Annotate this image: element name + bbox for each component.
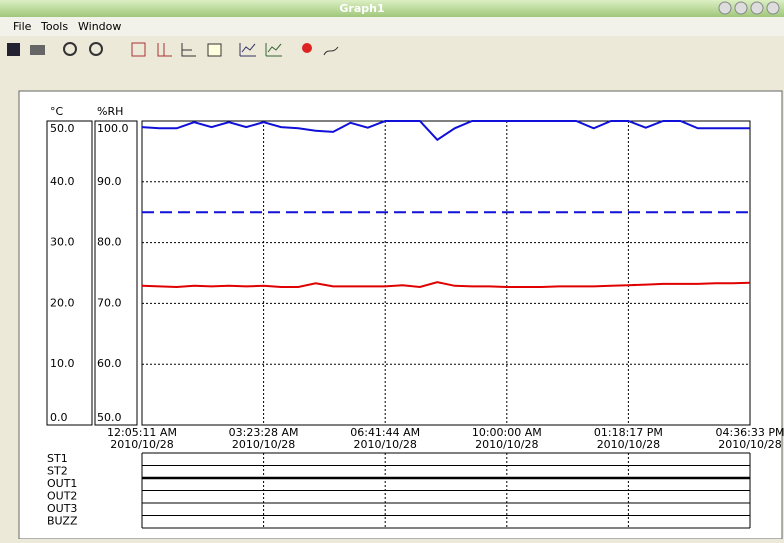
y-tick-label: 50.0 — [50, 122, 75, 135]
menu-item[interactable]: File — [13, 20, 32, 33]
y-tick-label: 0.0 — [50, 411, 68, 424]
tool-icon[interactable] — [207, 43, 222, 57]
tool-icon[interactable] — [239, 43, 256, 57]
plot-area — [141, 120, 751, 426]
series-line — [141, 281, 751, 289]
menu-item[interactable]: Tools — [40, 20, 68, 33]
x-tick-label: 06:41:44 AM — [350, 426, 420, 439]
x-tick-date: 2010/10/28 — [232, 438, 295, 451]
x-tick-date: 2010/10/28 — [718, 438, 781, 451]
y-axis-label: °C — [50, 105, 64, 118]
maximize-button[interactable] — [750, 1, 764, 15]
y-tick-label: 40.0 — [50, 175, 75, 188]
zoom-in-icon[interactable] — [63, 42, 77, 56]
y2-tick-label: 50.0 — [97, 411, 122, 424]
y2-tick-label: 60.0 — [97, 357, 122, 370]
x-tick-label: 03:23:28 AM — [229, 426, 299, 439]
x-tick-date: 2010/10/28 — [475, 438, 538, 451]
chart-panel — [18, 90, 783, 540]
x-tick-label: 01:18:17 PM — [594, 426, 663, 439]
x-tick-date: 2010/10/28 — [110, 438, 173, 451]
x-tick-date: 2010/10/28 — [353, 438, 416, 451]
toolbar — [0, 36, 784, 65]
y-tick-label: 20.0 — [50, 296, 75, 309]
menu-item[interactable]: Window — [78, 20, 121, 33]
toolbar-icons — [7, 42, 339, 57]
y-axis-box — [46, 120, 93, 426]
channel-label: BUZZ — [47, 515, 78, 528]
x-tick-label: 12:05:11 AM — [107, 426, 177, 439]
y2-tick-label: 100.0 — [97, 122, 129, 135]
window-buttons[interactable] — [718, 1, 780, 15]
y2-axis-label: %RH — [97, 105, 123, 118]
zoom-out-icon[interactable] — [89, 42, 103, 56]
menu-bar — [0, 17, 784, 36]
channel-label: OUT2 — [47, 490, 77, 503]
x-tick-label: 10:00:00 AM — [472, 426, 542, 439]
print-icon[interactable] — [30, 45, 45, 55]
tool-icon[interactable] — [181, 43, 196, 57]
x-tick-label: 04:36:33 PM — [715, 426, 784, 439]
minimize-button[interactable] — [734, 1, 748, 15]
channel-label: ST2 — [47, 465, 68, 478]
tool-icon[interactable] — [131, 42, 146, 57]
y2-tick-label: 80.0 — [97, 236, 122, 249]
y-tick-label: 30.0 — [50, 236, 75, 249]
tool-icon[interactable] — [157, 43, 172, 57]
y2-tick-label: 90.0 — [97, 175, 122, 188]
close-button[interactable] — [766, 1, 780, 15]
channel-label: OUT1 — [47, 477, 77, 490]
channel-label: OUT3 — [47, 502, 77, 515]
x-tick-date: 2010/10/28 — [597, 438, 660, 451]
tool-icon[interactable] — [265, 43, 282, 57]
tool-icon[interactable] — [323, 46, 339, 56]
channel-label: ST1 — [47, 452, 68, 465]
restore-button[interactable] — [718, 1, 732, 15]
y2-tick-label: 70.0 — [97, 296, 122, 309]
save-icon[interactable] — [7, 43, 20, 56]
series-line — [141, 120, 750, 142]
tool-icon[interactable] — [302, 43, 312, 53]
y2-axis-box — [94, 120, 138, 426]
title-bar — [0, 0, 784, 17]
y-tick-label: 10.0 — [50, 357, 75, 370]
window-title: Graph1 — [339, 2, 384, 15]
